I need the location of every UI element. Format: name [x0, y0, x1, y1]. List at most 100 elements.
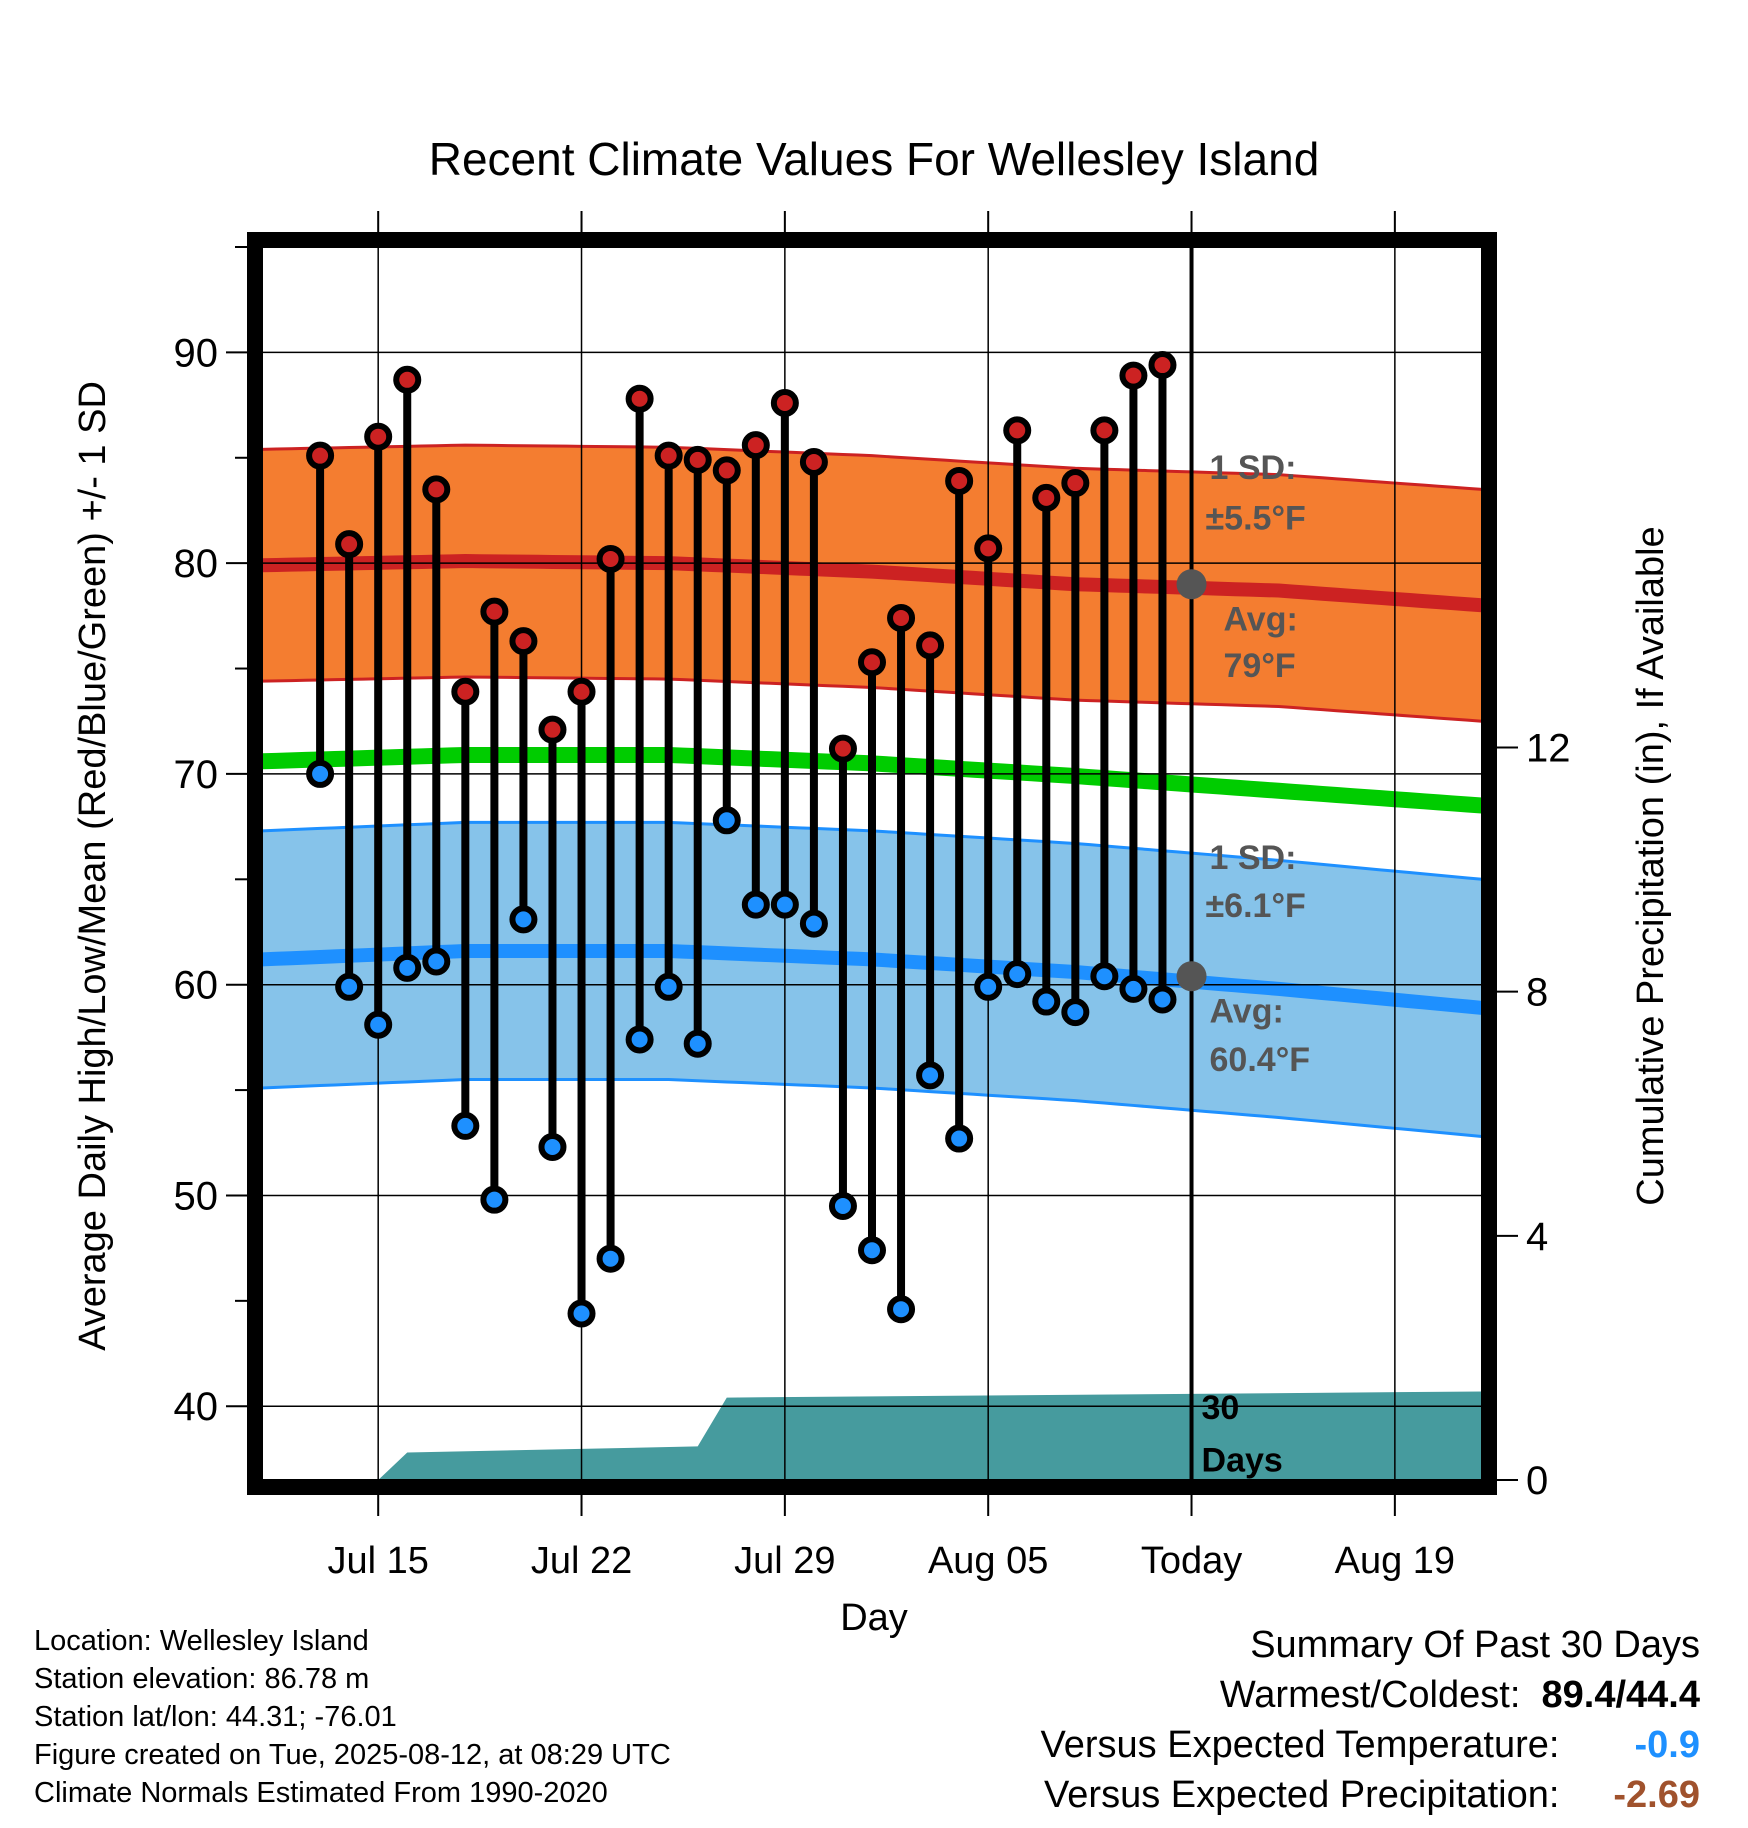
info-elevation: Station elevation: 86.78 m — [34, 1663, 370, 1695]
high-point — [364, 422, 393, 451]
summary-temp-value: -0.9 — [1634, 1724, 1700, 1766]
low-point — [974, 972, 1003, 1001]
precip-area — [262, 1391, 1482, 1480]
x-tick-label: Aug 19 — [1335, 1540, 1455, 1582]
low-point — [567, 1299, 596, 1328]
high-point — [451, 677, 480, 706]
high-point — [596, 544, 625, 573]
low-point — [683, 1029, 712, 1058]
days-count-label: 30 — [1202, 1389, 1240, 1427]
low-point — [770, 890, 799, 919]
summary-precip-label: Versus Expected Precipitation: — [1044, 1774, 1560, 1816]
high-point — [974, 534, 1003, 563]
summary-temp-label: Versus Expected Temperature: — [1040, 1724, 1560, 1766]
low-point — [393, 953, 422, 982]
info-created: Figure created on Tue, 2025-08-12, at 08… — [34, 1739, 671, 1771]
x-tick-label: Jul 29 — [734, 1540, 835, 1582]
info-latlon: Station lat/lon: 44.31; -76.01 — [34, 1701, 397, 1733]
high-point — [1061, 469, 1090, 498]
summary-warmest-label: Warmest/Coldest: — [1219, 1674, 1521, 1716]
y-tick-label: 40 — [174, 1385, 219, 1429]
high-avg-label: Avg: — [1224, 601, 1298, 639]
summary-temp-row: Versus Expected Temperature: -0.9 — [1041, 1720, 1700, 1770]
low-point — [422, 947, 451, 976]
low-point — [1148, 985, 1177, 1014]
low-point — [538, 1132, 567, 1161]
high-point — [916, 631, 945, 660]
high-point — [1090, 416, 1119, 445]
low-point — [480, 1185, 509, 1214]
high-point — [712, 456, 741, 485]
low-point — [1061, 998, 1090, 1027]
high-point — [1119, 361, 1148, 390]
low-point — [364, 1010, 393, 1039]
y-tick-label: 70 — [174, 753, 219, 797]
low-point — [1032, 987, 1061, 1016]
x-tick-label: Jul 15 — [327, 1540, 428, 1582]
low-point — [945, 1124, 974, 1153]
high-sd-band-upper-edge — [262, 443, 1482, 491]
y-tick-label: 90 — [174, 331, 219, 375]
low-point — [712, 806, 741, 835]
x-tick-label: Jul 22 — [531, 1540, 632, 1582]
x-axis-label: Day — [840, 1597, 908, 1639]
high-point — [335, 530, 364, 559]
chart-title: Recent Climate Values For Wellesley Isla… — [429, 133, 1320, 185]
summary-precip-row: Versus Expected Precipitation: -2.69 — [1041, 1770, 1700, 1820]
low-point — [1119, 974, 1148, 1003]
info-location: Location: Wellesley Island — [34, 1625, 369, 1657]
high-point — [538, 715, 567, 744]
x-tick-label: Aug 05 — [928, 1540, 1048, 1582]
y2-tick-label: 0 — [1526, 1459, 1548, 1503]
high-sd-label: 1 SD: — [1210, 449, 1297, 487]
station-info: Location: Wellesley Island Station eleva… — [34, 1622, 671, 1812]
low-point — [741, 890, 770, 919]
today-high-avg-dot — [1176, 569, 1207, 600]
summary-warmest-value: 89.4/44.4 — [1541, 1674, 1700, 1716]
high-point — [887, 603, 916, 632]
y2-axis-label: Cumulative Precipitation (in), If Availa… — [1630, 526, 1672, 1205]
low-point — [828, 1192, 857, 1220]
high-point — [683, 445, 712, 474]
y-tick-label: 50 — [174, 1174, 219, 1218]
y2-tick-label: 4 — [1526, 1215, 1548, 1259]
high-point — [625, 384, 654, 413]
low-sd-label: 1 SD: — [1210, 839, 1297, 877]
summary-warmest-row: Warmest/Coldest: 89.4/44.4 — [1041, 1670, 1700, 1720]
high-point — [858, 648, 886, 677]
today-low-avg-dot — [1176, 961, 1207, 992]
low-point — [858, 1236, 886, 1265]
high-point — [654, 441, 683, 470]
y-tick-label: 80 — [174, 542, 219, 586]
high-point — [567, 677, 596, 706]
summary-title: Summary Of Past 30 Days — [1250, 1624, 1700, 1666]
low-point — [451, 1111, 480, 1140]
info-normals: Climate Normals Estimated From 1990-2020 — [34, 1777, 608, 1809]
high-sd-band — [262, 445, 1482, 722]
high-point — [393, 365, 422, 394]
x-tick-label: Today — [1141, 1540, 1242, 1582]
low-point — [335, 972, 364, 1001]
summary-panel: Summary Of Past 30 Days Warmest/Coldest:… — [1041, 1620, 1700, 1820]
summary-precip-value: -2.69 — [1613, 1774, 1700, 1816]
y2-tick-label: 8 — [1526, 971, 1548, 1015]
high-point — [741, 431, 770, 460]
y-axis-label: Average Daily High/Low/Mean (Red/Blue/Gr… — [72, 381, 114, 1351]
high-point — [770, 388, 799, 417]
low-point — [1090, 962, 1119, 991]
low-point — [1003, 960, 1032, 989]
low-sd-value: ±6.1°F — [1206, 887, 1306, 925]
days-word-label: Days — [1202, 1442, 1283, 1480]
low-avg-value: 60.4°F — [1210, 1041, 1311, 1079]
low-point — [596, 1244, 625, 1273]
high-point — [1148, 351, 1177, 380]
high-point — [1003, 416, 1032, 445]
high-point — [945, 466, 974, 495]
plot-area: 1 SD: ±5.5°F Avg: 79°F 1 SD: ±6.1°F Avg: 60.4°F… — [174, 211, 1571, 1582]
high-sd-value: ±5.5°F — [1206, 499, 1306, 537]
low-point — [916, 1061, 945, 1090]
plot-frame — [247, 232, 1497, 1495]
high-point — [480, 597, 509, 626]
low-avg-label: Avg: — [1210, 993, 1284, 1031]
